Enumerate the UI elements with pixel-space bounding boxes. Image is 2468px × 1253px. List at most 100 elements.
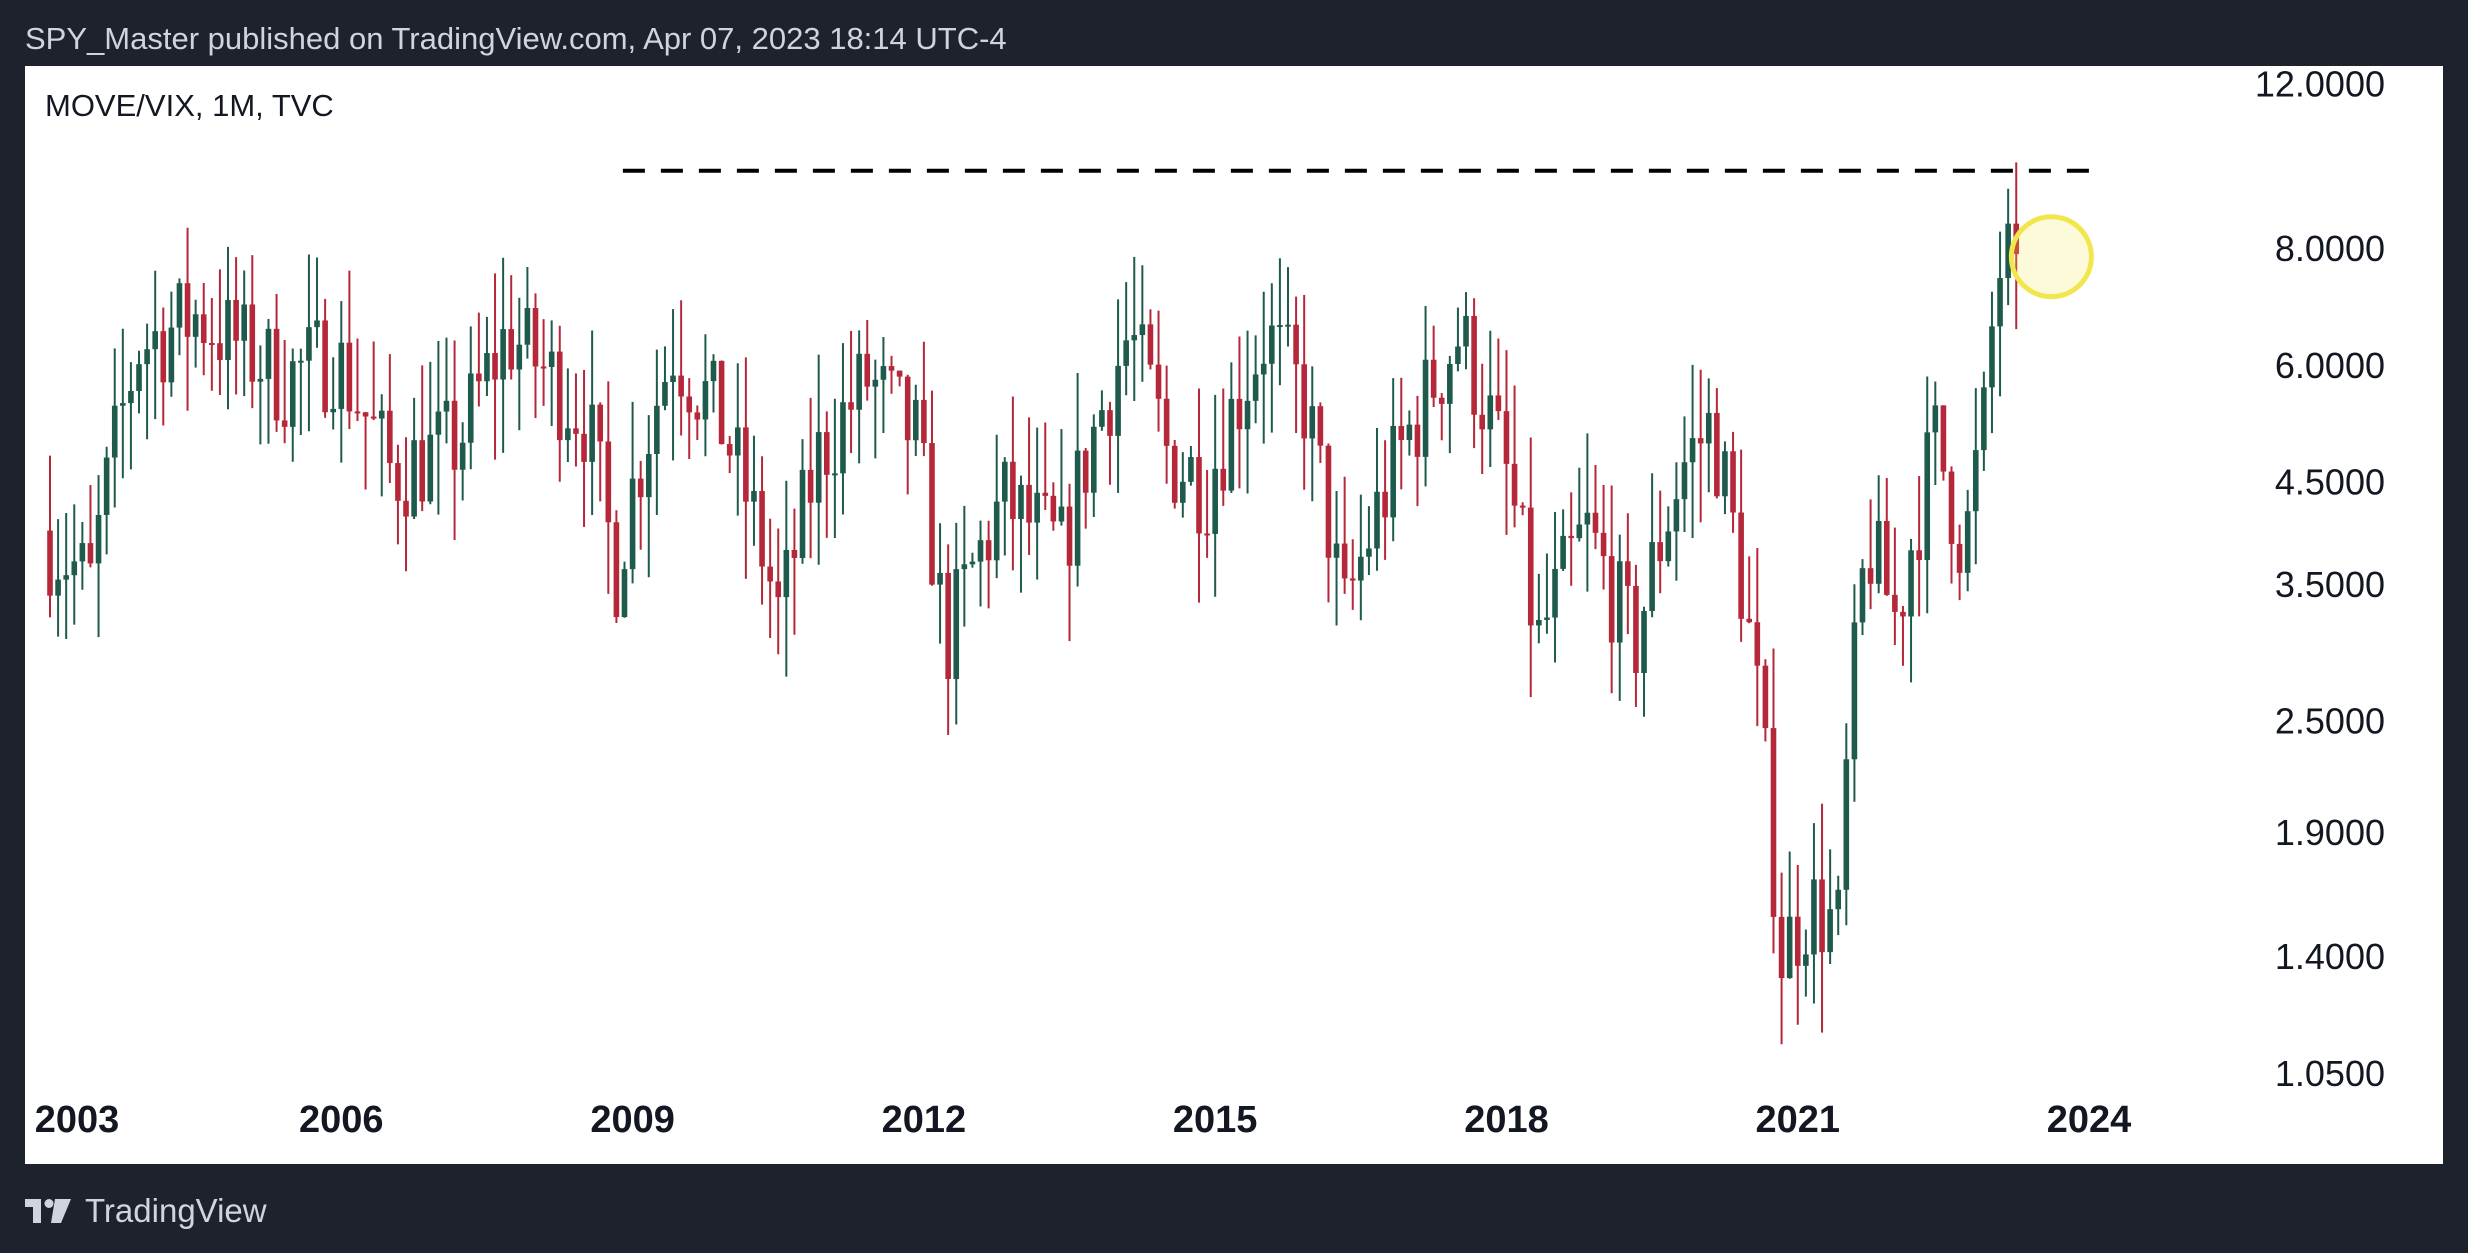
candle (1277, 258, 1283, 386)
candle (815, 354, 822, 565)
candle (1900, 605, 1906, 666)
brand-name: TradingView (85, 1192, 267, 1229)
candle (111, 348, 118, 508)
candle (1082, 447, 1089, 529)
candle (419, 365, 426, 512)
candle (880, 336, 887, 434)
symbol-label: MOVE/VIX, 1M, TVC (45, 88, 334, 123)
candle (589, 330, 595, 515)
candle (1786, 851, 1793, 979)
candle (1155, 310, 1162, 432)
tradingview-logo[interactable]: TradingView (25, 1192, 267, 1230)
candle (767, 518, 773, 639)
candle (573, 373, 579, 467)
candle (257, 345, 264, 445)
candle (856, 330, 862, 464)
candle (1584, 433, 1591, 592)
candle (597, 402, 604, 502)
candle (362, 412, 369, 490)
candle (896, 370, 903, 387)
candle (1196, 388, 1202, 603)
chart-panel[interactable]: 12.0000 8.0000 6.0000 4.5000 3.5000 2.5000 1.9… (25, 66, 2443, 1164)
candle (1042, 422, 1049, 511)
candle (1511, 385, 1518, 528)
candle (637, 460, 644, 550)
candle (265, 319, 272, 444)
candle (1487, 330, 1494, 468)
highlight-circle[interactable] (2008, 214, 2094, 300)
candle (1746, 556, 1753, 624)
candle (298, 348, 304, 435)
candle (1495, 338, 1502, 421)
y-tick-label: 1.4000 (2275, 936, 2385, 977)
candle (160, 307, 167, 426)
candle (1188, 446, 1194, 486)
y-tick-label: 1.9000 (2275, 812, 2385, 853)
candle (459, 422, 466, 501)
candle (1544, 553, 1550, 634)
candle (1333, 491, 1340, 626)
candle (710, 354, 717, 413)
candle (904, 374, 911, 495)
candle (1099, 390, 1105, 431)
candle (346, 270, 353, 429)
candle (1689, 364, 1696, 538)
candle (354, 338, 361, 422)
candle (1349, 539, 1356, 610)
candle (783, 480, 790, 677)
candle (1843, 723, 1850, 926)
candle (848, 330, 854, 454)
candle (1463, 292, 1469, 370)
candle (993, 434, 1000, 579)
candle (1916, 475, 1922, 617)
candle (435, 341, 442, 515)
candle (427, 361, 434, 505)
candle (1026, 417, 1032, 555)
x-tick-label: 2018 (1464, 1099, 1549, 1141)
candle (945, 544, 951, 735)
candle (1730, 431, 1736, 533)
candle (1576, 467, 1583, 542)
candle (751, 435, 757, 546)
candle (1406, 410, 1413, 456)
candle (1503, 350, 1510, 535)
candle (322, 298, 328, 418)
candle (1835, 875, 1842, 936)
x-tick-label: 2015 (1173, 1099, 1258, 1141)
candle (1228, 362, 1235, 494)
candle (921, 341, 927, 457)
candle (1762, 659, 1769, 742)
candle (1892, 527, 1898, 645)
y-axis: 12.0000 8.0000 6.0000 4.5000 3.5000 2.5000 1.9… (2255, 66, 2385, 1094)
candle (1018, 475, 1024, 593)
candle (1625, 513, 1631, 635)
candle (1754, 548, 1761, 727)
candle (443, 337, 450, 444)
candle (200, 282, 207, 376)
candle (662, 346, 668, 411)
candle (872, 359, 879, 459)
candle (273, 294, 280, 432)
candle (1374, 428, 1380, 571)
candle (1358, 494, 1364, 621)
candle (524, 267, 531, 359)
candle (1366, 506, 1372, 576)
candle (629, 401, 636, 584)
candle (823, 411, 830, 538)
candle (832, 398, 838, 538)
candle (1568, 492, 1575, 586)
candle (1600, 485, 1607, 590)
candle (1244, 330, 1251, 494)
overlay-layer (622, 168, 2094, 300)
candle (144, 323, 150, 440)
y-tick-label: 8.0000 (2275, 228, 2385, 269)
candle (281, 339, 288, 444)
candlestick-chart[interactable]: 12.0000 8.0000 6.0000 4.5000 3.5000 2.5000 1.9… (25, 66, 2443, 1164)
candle (492, 273, 498, 460)
candle (71, 504, 78, 625)
candle (1665, 506, 1672, 567)
candle (694, 405, 701, 440)
candle (1123, 282, 1129, 396)
candle (1519, 502, 1526, 516)
candle (1317, 402, 1324, 463)
